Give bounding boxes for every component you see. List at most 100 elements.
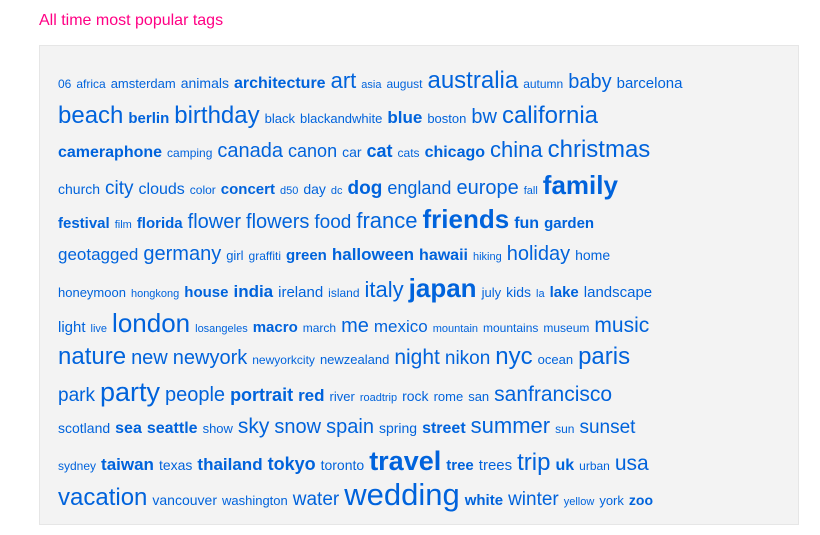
tag-link[interactable]: chicago	[424, 144, 486, 161]
tag-link[interactable]: tree	[446, 456, 474, 474]
tag-link[interactable]: birthday	[174, 101, 260, 129]
tag-link[interactable]: park	[58, 384, 95, 406]
tag-link[interactable]: baby	[568, 71, 612, 93]
tag-link[interactable]: newyorkcity	[252, 353, 315, 367]
tag-link[interactable]: flower	[187, 211, 242, 233]
tag-link[interactable]: sea	[115, 420, 142, 437]
tag-link[interactable]: fall	[523, 184, 538, 197]
tag-link[interactable]: newzealand	[319, 352, 390, 367]
tag-link[interactable]: new	[131, 347, 168, 369]
tag-link[interactable]: march	[302, 320, 337, 335]
tag-link[interactable]: nyc	[495, 343, 533, 370]
tag-link[interactable]: vancouver	[152, 492, 217, 508]
tag-link[interactable]: graffiti	[248, 248, 281, 263]
tag-link[interactable]: car	[342, 144, 362, 160]
tag-link[interactable]: usa	[614, 451, 649, 475]
tag-link[interactable]: color	[189, 182, 216, 197]
tag-link[interactable]: italy	[364, 277, 404, 302]
tag-link[interactable]: 06	[58, 77, 72, 91]
tag-link[interactable]: blackandwhite	[299, 110, 383, 126]
tag-link[interactable]: food	[314, 212, 352, 233]
tag-link[interactable]: holiday	[506, 242, 571, 265]
tag-link[interactable]: museum	[543, 320, 590, 335]
tag-link[interactable]: asia	[361, 79, 382, 91]
tag-link[interactable]: spring	[378, 420, 418, 436]
tag-link[interactable]: vacation	[58, 484, 148, 511]
tag-link[interactable]: urban	[579, 458, 610, 473]
tag-link[interactable]: california	[501, 101, 598, 129]
tag-link[interactable]: portrait	[230, 384, 294, 405]
tag-link[interactable]: rock	[402, 387, 429, 404]
tag-link[interactable]: china	[490, 137, 543, 162]
tag-link[interactable]: july	[481, 285, 502, 300]
tag-link[interactable]: zoo	[628, 492, 653, 508]
tag-link[interactable]: hongkong	[130, 288, 180, 300]
tag-link[interactable]: river	[329, 388, 355, 404]
tag-link[interactable]: church	[58, 180, 101, 197]
tag-link[interactable]: england	[387, 177, 452, 198]
tag-link[interactable]: europe	[456, 176, 519, 199]
tag-link[interactable]: summer	[470, 413, 551, 438]
tag-link[interactable]: autumn	[523, 77, 564, 91]
tag-link[interactable]: bw	[471, 105, 497, 128]
tag-link[interactable]: nature	[58, 343, 127, 370]
tag-link[interactable]: sanfrancisco	[494, 382, 613, 406]
tag-link[interactable]: san	[468, 388, 490, 404]
tag-link[interactable]: rome	[433, 388, 464, 404]
tag-link[interactable]: water	[292, 489, 340, 510]
tag-link[interactable]: house	[184, 284, 229, 301]
tag-link[interactable]: blue	[387, 107, 423, 127]
tag-link[interactable]: york	[599, 493, 624, 508]
tag-link[interactable]: ocean	[537, 352, 574, 367]
tag-link[interactable]: landscape	[583, 284, 653, 301]
tag-link[interactable]: kids	[506, 284, 531, 300]
tag-link[interactable]: hawaii	[419, 246, 468, 264]
tag-link[interactable]: halloween	[331, 244, 415, 264]
tag-link[interactable]: camping	[167, 146, 213, 160]
tag-link[interactable]: florida	[136, 215, 183, 232]
tag-link[interactable]: girl	[226, 247, 244, 263]
tag-link[interactable]: ireland	[278, 284, 324, 301]
tag-link[interactable]: spain	[326, 416, 374, 438]
tag-link[interactable]: flowers	[246, 211, 310, 233]
tag-link[interactable]: fun	[514, 215, 540, 232]
tag-link[interactable]: macro	[252, 318, 298, 336]
tag-link[interactable]: live	[90, 322, 108, 335]
tag-link[interactable]: art	[330, 68, 357, 93]
tag-link[interactable]: show	[202, 421, 233, 436]
tag-link[interactable]: mountains	[483, 320, 539, 335]
tag-link[interactable]: seattle	[146, 420, 198, 437]
tag-link[interactable]: yellow	[563, 496, 595, 508]
tag-link[interactable]: germany	[143, 242, 222, 265]
tag-link[interactable]: barcelona	[616, 75, 683, 92]
tag-link[interactable]: clouds	[138, 180, 185, 198]
tag-link[interactable]: taiwan	[101, 454, 154, 474]
tag-link[interactable]: architecture	[233, 75, 326, 92]
tag-link[interactable]: me	[341, 314, 369, 337]
tag-link[interactable]: sky	[237, 415, 270, 438]
tag-link[interactable]: toronto	[320, 456, 365, 473]
tag-link[interactable]: friends	[422, 204, 510, 234]
tag-link[interactable]: animals	[180, 75, 229, 91]
tag-link[interactable]: boston	[427, 110, 467, 126]
tag-link[interactable]: mexico	[373, 316, 428, 336]
tag-link[interactable]: africa	[76, 77, 106, 91]
tag-link[interactable]: cameraphone	[58, 144, 163, 161]
tag-link[interactable]: snow	[274, 416, 322, 438]
tag-link[interactable]: thailand	[197, 454, 263, 474]
tag-link[interactable]: music	[594, 313, 650, 337]
tag-link[interactable]: concert	[220, 180, 275, 198]
tag-link[interactable]: island	[328, 286, 360, 300]
tag-link[interactable]: geotagged	[58, 244, 139, 264]
tag-link[interactable]: party	[99, 376, 160, 407]
tag-link[interactable]: film	[114, 219, 132, 231]
tag-link[interactable]: red	[298, 385, 325, 405]
tag-link[interactable]: berlin	[128, 109, 170, 127]
tag-link[interactable]: canada	[217, 140, 284, 162]
tag-link[interactable]: canon	[288, 141, 338, 161]
tag-link[interactable]: garden	[544, 215, 595, 232]
tag-link[interactable]: nikon	[444, 348, 491, 369]
tag-link[interactable]: travel	[369, 445, 442, 476]
tag-link[interactable]: street	[422, 420, 466, 437]
tag-link[interactable]: lake	[549, 284, 579, 301]
